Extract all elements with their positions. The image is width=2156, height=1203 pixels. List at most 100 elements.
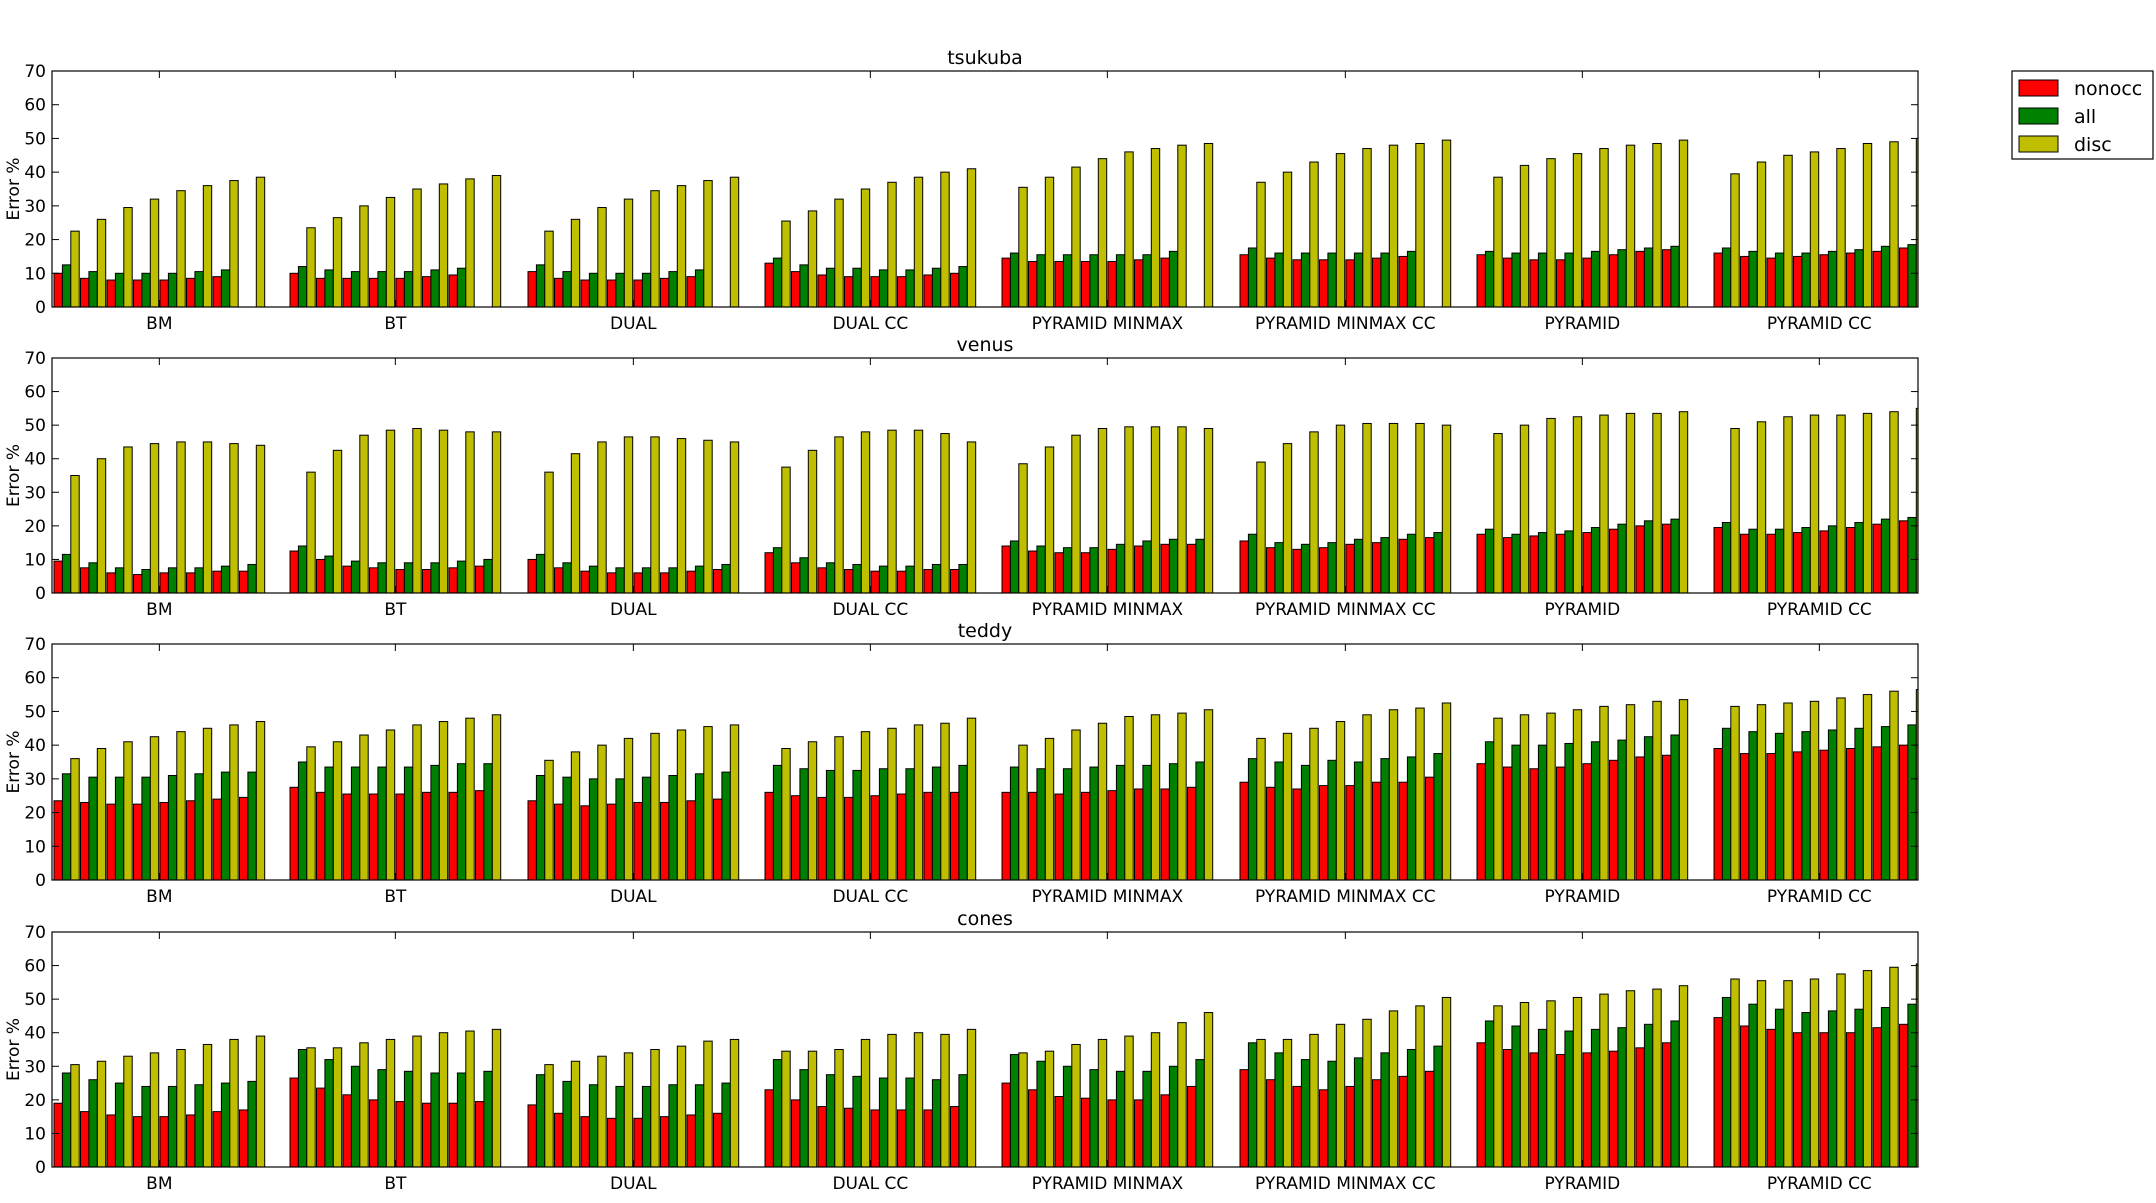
legend-swatch-all — [2018, 107, 2059, 125]
bar-disc — [123, 1055, 133, 1168]
bar-all — [456, 267, 467, 308]
bar-nonocc — [1609, 528, 1619, 594]
bar-nonocc — [1160, 1094, 1170, 1168]
bar-all — [1643, 520, 1654, 594]
bar-disc — [729, 441, 740, 594]
bar-disc — [412, 724, 422, 881]
bar-all — [247, 1080, 257, 1168]
bar-nonocc — [1425, 1070, 1435, 1168]
bar-all — [1721, 727, 1732, 881]
bar-nonocc — [1662, 1042, 1672, 1168]
bar-nonocc — [1028, 791, 1038, 881]
bar-nonocc — [1028, 550, 1038, 594]
bar-disc — [623, 1052, 634, 1168]
bar-nonocc — [239, 570, 249, 594]
bar-disc — [1441, 996, 1452, 1168]
x-tick-label: PYRAMID MINMAX CC — [1255, 600, 1436, 620]
bar-nonocc — [1846, 1032, 1856, 1168]
bar-all — [694, 773, 705, 881]
bar-disc — [1150, 1032, 1161, 1168]
bar-all — [483, 763, 493, 881]
bar-nonocc — [422, 791, 432, 881]
bar-disc — [807, 1050, 818, 1168]
bar-all — [1907, 1003, 1917, 1168]
bar-disc — [1599, 414, 1609, 594]
bar-disc — [306, 1047, 316, 1168]
bar-all — [668, 271, 678, 308]
y-axis-label: Error % — [4, 1018, 24, 1081]
bar-all — [220, 771, 231, 881]
bar-all — [220, 269, 231, 308]
bar-disc — [1625, 144, 1636, 308]
bar-disc — [834, 436, 844, 594]
bar-all — [1380, 1052, 1390, 1168]
bar-disc — [1572, 709, 1583, 881]
bar-nonocc — [527, 800, 537, 881]
bar-disc — [940, 171, 950, 308]
bar-nonocc — [1476, 763, 1486, 881]
bar-nonocc — [212, 798, 222, 881]
bar-nonocc — [897, 1109, 907, 1168]
bar-disc — [1599, 993, 1609, 1168]
y-tick-label: 10 — [24, 550, 46, 570]
x-tick-label: DUAL CC — [832, 314, 908, 334]
bar-nonocc — [1160, 543, 1170, 594]
bar-all — [1380, 252, 1390, 308]
bar-nonocc — [580, 1116, 590, 1168]
x-tick-label: DUAL CC — [832, 887, 908, 907]
bar-nonocc — [1556, 259, 1566, 308]
bar-nonocc — [580, 279, 590, 308]
bar-nonocc — [607, 572, 617, 594]
bar-nonocc — [475, 790, 485, 881]
bar-nonocc — [844, 1107, 854, 1168]
bar-disc — [1309, 161, 1319, 308]
bar-all — [1274, 761, 1284, 881]
bar-nonocc — [1635, 525, 1645, 594]
bar-disc — [96, 458, 107, 594]
bar-all — [1748, 528, 1758, 594]
bar-all — [1854, 1008, 1864, 1168]
bar-all — [1062, 254, 1073, 308]
bar-all — [220, 565, 231, 594]
bar-nonocc — [607, 803, 617, 881]
bar-nonocc — [422, 276, 432, 308]
bar-nonocc — [1398, 255, 1408, 308]
bar-nonocc — [395, 569, 405, 594]
bar-nonocc — [1054, 793, 1064, 881]
x-tick-label: BM — [146, 1174, 172, 1194]
bar-nonocc — [897, 570, 907, 594]
bar-nonocc — [1372, 781, 1382, 881]
x-tick-label: PYRAMID CC — [1767, 600, 1872, 620]
bar-all — [1827, 250, 1838, 308]
bar-disc — [202, 185, 213, 308]
bar-disc — [1652, 142, 1662, 308]
bar-nonocc — [1425, 537, 1435, 594]
bar-disc — [913, 429, 924, 594]
bar-nonocc — [1398, 538, 1408, 594]
bar-all — [825, 769, 836, 881]
bar-all — [1142, 764, 1152, 881]
bar-all — [721, 1082, 731, 1168]
plot-frame — [51, 357, 1919, 594]
bar-nonocc — [53, 560, 63, 594]
bar-nonocc — [870, 276, 880, 308]
bar-all — [1670, 245, 1680, 308]
bar-all — [1643, 1023, 1654, 1168]
bar-nonocc — [1476, 254, 1486, 308]
y-tick-label: 0 — [35, 584, 46, 604]
bar-all — [1327, 252, 1337, 308]
bar-nonocc — [1187, 1085, 1197, 1168]
bar-all — [114, 776, 125, 881]
bar-nonocc — [1846, 748, 1856, 881]
bar-nonocc — [713, 798, 723, 881]
bar-all — [1511, 1025, 1521, 1168]
bar-nonocc — [159, 1116, 169, 1168]
bar-nonocc — [1319, 547, 1329, 594]
bar-nonocc — [369, 1099, 379, 1168]
bar-all — [1564, 530, 1574, 594]
bar-disc — [781, 466, 791, 594]
bar-nonocc — [342, 793, 352, 881]
bar-disc — [96, 218, 107, 308]
bar-nonocc — [186, 277, 196, 308]
bar-nonocc — [1134, 1099, 1144, 1168]
